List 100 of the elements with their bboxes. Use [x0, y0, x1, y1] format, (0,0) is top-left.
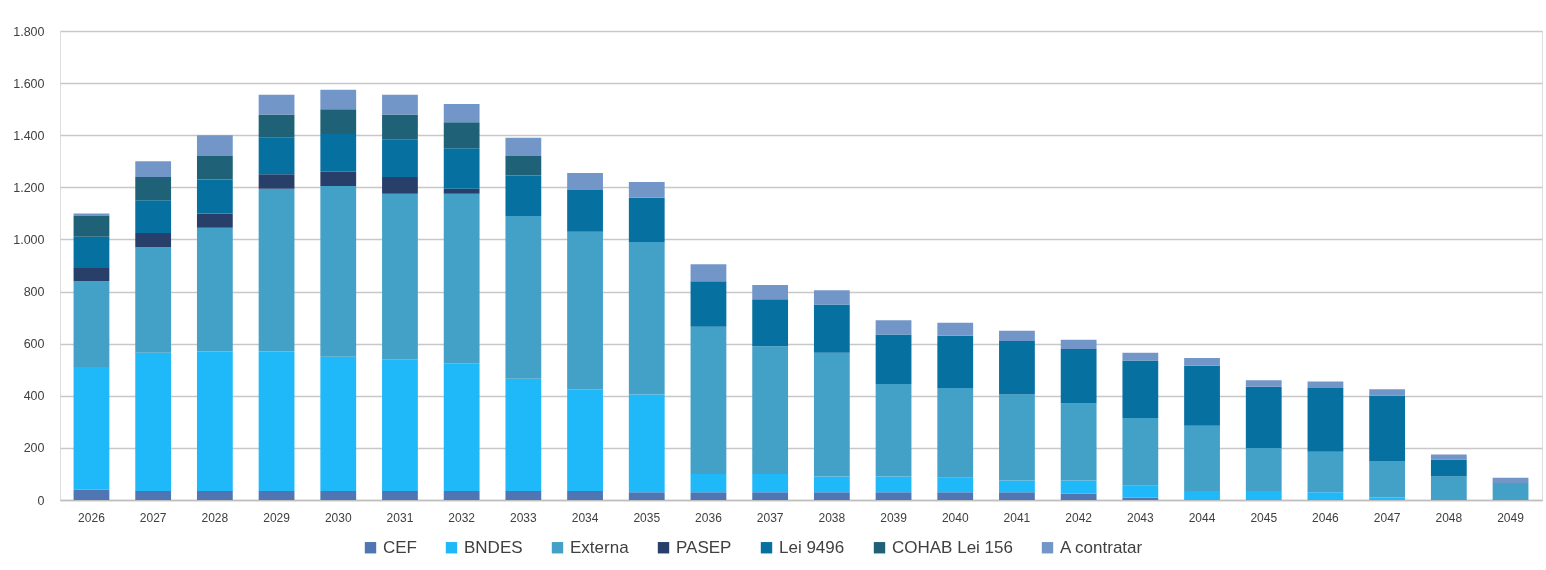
- x-tick-label: 2043: [1126, 510, 1155, 525]
- bar: [1184, 425, 1220, 491]
- x-tick-label: 2029: [263, 510, 291, 525]
- bar: [752, 299, 789, 347]
- bar: [382, 176, 418, 194]
- bar: [690, 473, 727, 493]
- bar: [73, 236, 110, 269]
- bar: [1184, 365, 1220, 426]
- bar: [1369, 395, 1406, 461]
- bar: [690, 281, 727, 327]
- bar: [1122, 417, 1159, 486]
- bar: [567, 189, 603, 232]
- x-tick-label: 2048: [1435, 510, 1463, 525]
- bar: [1245, 447, 1282, 491]
- bar: [382, 139, 418, 177]
- bar: [443, 103, 480, 123]
- bar: [73, 489, 110, 500]
- x-tick-label: 2046: [1312, 510, 1340, 525]
- bar: [937, 492, 974, 500]
- bar: [1492, 483, 1529, 500]
- bar: [443, 193, 480, 364]
- bar: [196, 490, 233, 500]
- y-tick-label: 1.200: [13, 180, 45, 195]
- bar: [690, 326, 727, 474]
- bar: [813, 476, 850, 493]
- legend-label: COHAB Lei 156: [892, 537, 1013, 557]
- bar: [382, 94, 418, 115]
- bar: [135, 490, 172, 500]
- bar: [320, 356, 357, 491]
- bar: [258, 351, 295, 491]
- bar: [628, 242, 665, 395]
- bar: [320, 490, 357, 500]
- bar: [567, 490, 603, 500]
- bar: [1122, 352, 1159, 361]
- bar: [505, 175, 542, 216]
- y-tick-label: 1.800: [13, 24, 45, 39]
- y-tick-label: 1.600: [13, 76, 45, 91]
- y-tick-label: 1.000: [13, 232, 45, 247]
- legend-label: Externa: [570, 537, 630, 557]
- bar: [1245, 490, 1282, 500]
- bar: [320, 109, 357, 134]
- bar: [196, 135, 233, 157]
- x-tick-label: 2035: [633, 510, 661, 525]
- bar: [1369, 389, 1406, 396]
- bar: [752, 285, 789, 300]
- bar: [320, 89, 357, 110]
- x-tick-label: 2047: [1373, 510, 1401, 525]
- bar: [135, 247, 172, 353]
- bar: [320, 171, 357, 187]
- bar: [505, 215, 542, 379]
- bar: [73, 281, 110, 368]
- y-tick-label: 1.400: [13, 128, 45, 143]
- bar: [1369, 460, 1406, 498]
- x-tick-label: 2040: [941, 510, 969, 525]
- bar: [73, 213, 110, 216]
- bar: [1060, 493, 1097, 500]
- bar: [73, 367, 110, 490]
- y-tick-label: 200: [23, 441, 45, 456]
- bar: [1245, 380, 1282, 387]
- bar: [258, 174, 295, 189]
- bar: [1184, 490, 1220, 500]
- bar: [196, 213, 233, 228]
- bar: [135, 232, 172, 248]
- bar: [258, 490, 295, 500]
- bar: [258, 137, 295, 175]
- bar: [443, 188, 480, 194]
- bar: [1369, 497, 1406, 500]
- bar: [443, 363, 480, 491]
- legend-label: CEF: [383, 537, 417, 557]
- bar: [1245, 386, 1282, 448]
- bar: [875, 476, 912, 493]
- bar: [382, 114, 418, 140]
- bar: [752, 346, 789, 474]
- bar: [505, 490, 542, 500]
- bar: [196, 351, 233, 491]
- bar: [999, 341, 1035, 395]
- bar: [1307, 381, 1344, 388]
- bar: [875, 334, 912, 385]
- legend-label: Lei 9496: [779, 537, 845, 557]
- bar: [937, 387, 974, 478]
- bar: [875, 320, 912, 335]
- bar: [875, 384, 912, 477]
- bar: [999, 480, 1035, 493]
- x-tick-label: 2039: [880, 510, 908, 525]
- y-tick-label: 0: [37, 493, 45, 508]
- bar: [813, 290, 850, 305]
- bar: [999, 330, 1035, 342]
- bar: [443, 122, 480, 149]
- bar: [443, 490, 480, 500]
- bar: [196, 156, 233, 180]
- x-tick-label: 2030: [324, 510, 352, 525]
- y-tick-label: 600: [23, 337, 45, 352]
- bar: [505, 156, 542, 176]
- bar: [937, 477, 974, 493]
- bar: [875, 492, 912, 500]
- bar: [1122, 497, 1159, 500]
- x-tick-label: 2049: [1497, 510, 1525, 525]
- bar: [382, 359, 418, 491]
- bar: [1060, 339, 1097, 349]
- legend-label: PASEP: [676, 537, 732, 557]
